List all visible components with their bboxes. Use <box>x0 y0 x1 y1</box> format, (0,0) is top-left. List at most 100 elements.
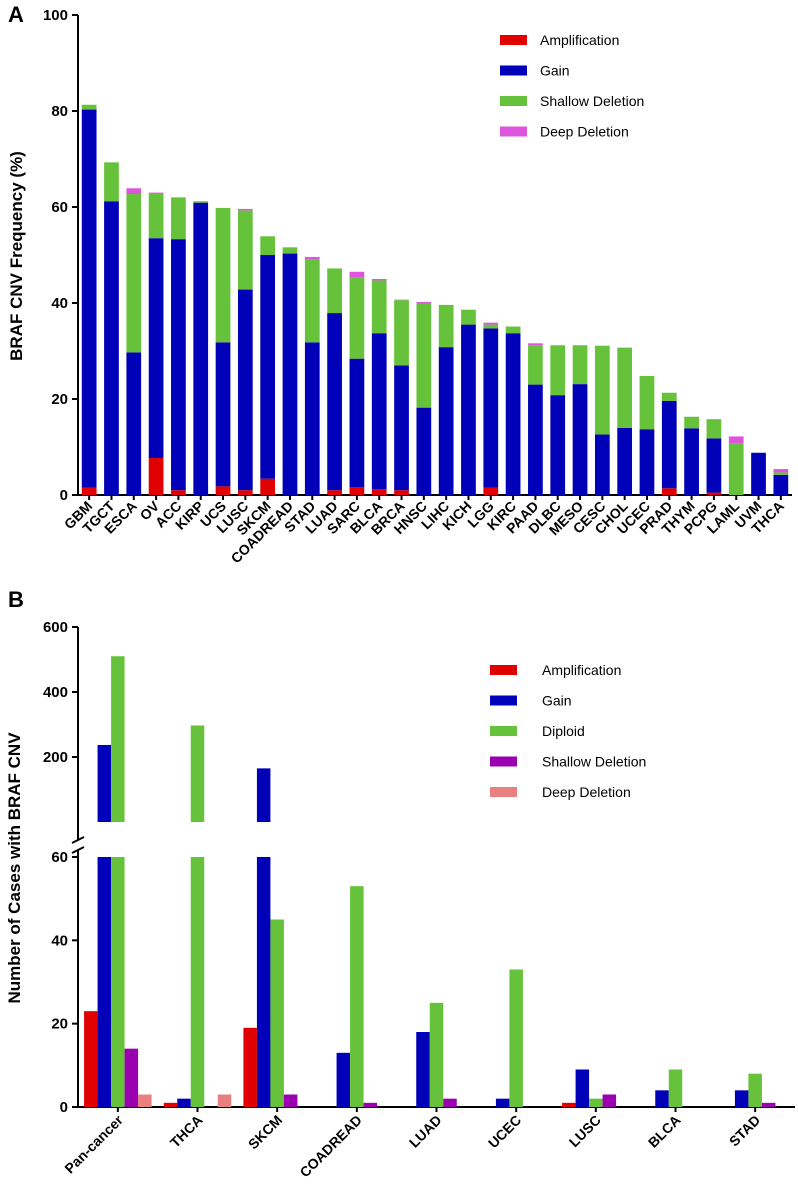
bar-pcpg-amplification <box>706 492 722 495</box>
legend-label-diploid: Diploid <box>542 723 585 739</box>
bar-skcm-gain <box>260 255 276 479</box>
bar-skcm-amplification <box>243 1027 257 1107</box>
category-label-lusc: LUSC <box>566 1112 604 1150</box>
category-label-thca: THCA <box>167 1112 206 1151</box>
bar-pan-cancer-amplification <box>84 1011 98 1107</box>
bar-kirp-shallow-deletion <box>193 201 209 203</box>
bar-tgct-gain <box>104 201 119 496</box>
bar-chol-gain <box>617 427 633 495</box>
panel-a-letter: A <box>8 2 24 27</box>
bar-skcm-shallow-deletion <box>260 236 276 255</box>
bar-esca-gain <box>126 352 142 495</box>
legend-swatch-gain <box>490 695 517 706</box>
bar-hnsc-deep-deletion <box>416 302 432 304</box>
bar-esca-deep-deletion <box>126 188 142 195</box>
bar-meso-gain <box>572 384 588 495</box>
bar-lihc-gain <box>438 347 454 495</box>
bar-stad-gain <box>734 1090 749 1107</box>
bar-ov-amplification <box>148 458 164 495</box>
panel-b-y-tick-label: 60 <box>51 849 68 866</box>
bar-coadread-shallow-deletion <box>282 247 298 254</box>
bar-stad-diploid <box>748 1073 762 1107</box>
bar-lusc-amplification <box>237 490 253 495</box>
bar-skcm-gain-lower <box>256 857 271 1107</box>
bar-thym-shallow-deletion <box>684 416 699 429</box>
bar-lgg-amplification <box>483 487 499 495</box>
bar-pcpg-shallow-deletion <box>706 419 722 439</box>
bar-acc-amplification <box>171 490 186 495</box>
bar-skcm-amplification <box>260 478 276 495</box>
bar-skcm-gain-upper <box>256 768 271 822</box>
bar-lusc-gain <box>237 289 253 491</box>
panel-b-y-tick-label: 40 <box>51 932 68 949</box>
bar-stad-gain <box>304 342 320 495</box>
legend-swatch-shallow-deletion <box>490 756 517 767</box>
bar-lusc-amplification <box>562 1102 576 1107</box>
legend-swatch-diploid <box>490 726 517 736</box>
legend-label-amplification: Amplification <box>540 32 619 48</box>
bar-luad-gain <box>416 1032 430 1107</box>
bar-ov-shallow-deletion <box>148 193 164 239</box>
panel-b-y-tick-label: 400 <box>43 684 68 701</box>
category-label-pan-cancer: Pan-cancer <box>61 1111 126 1176</box>
legend-swatch-amplification <box>500 35 527 45</box>
legend-swatch-amplification <box>490 665 517 675</box>
bar-kich-gain <box>461 324 476 495</box>
bar-chol-shallow-deletion <box>617 347 633 428</box>
bar-thca-diploid-lower <box>190 857 205 1107</box>
bar-dlbc-shallow-deletion <box>550 345 566 396</box>
bar-dlbc-gain <box>550 395 566 495</box>
category-label-stad: STAD <box>726 1112 764 1150</box>
bar-lusc-gain <box>575 1069 590 1107</box>
bar-lusc-diploid <box>589 1098 603 1107</box>
panel-a-plot: 020406080100GBMTGCTESCAOVACCKIRPUCSLUSCS… <box>43 7 792 566</box>
legend-label-shallow-deletion: Shallow Deletion <box>542 754 646 770</box>
bar-thca-deep-deletion <box>773 469 789 473</box>
panel-a-y-tick-label: 100 <box>43 7 68 24</box>
bar-ucec-gain <box>495 1098 510 1107</box>
bar-lusc-shallow-deletion <box>602 1094 617 1107</box>
bar-thca-diploid-upper <box>190 725 205 822</box>
legend-swatch-gain <box>500 65 527 76</box>
bar-lgg-shallow-deletion <box>483 324 499 329</box>
bar-stad-shallow-deletion <box>304 259 320 343</box>
bar-acc-shallow-deletion <box>171 197 186 240</box>
bar-prad-shallow-deletion <box>661 392 677 401</box>
bar-acc-gain <box>171 239 186 491</box>
legend-label-shallow-deletion: Shallow Deletion <box>540 93 644 109</box>
bar-prad-amplification <box>661 488 677 495</box>
bar-pan-cancer-diploid-upper <box>111 656 125 822</box>
bar-gbm-amplification <box>81 487 97 495</box>
bar-meso-shallow-deletion <box>572 345 588 385</box>
bar-hnsc-shallow-deletion <box>416 303 432 408</box>
bar-cesc-gain <box>594 434 610 495</box>
bar-hnsc-gain <box>416 407 432 495</box>
bar-ucs-gain <box>215 342 231 487</box>
bar-luad-shallow-deletion <box>443 1098 457 1107</box>
bar-ucs-amplification <box>215 486 231 495</box>
bar-blca-amplification <box>371 489 387 495</box>
bar-coadread-gain <box>336 1052 351 1107</box>
bar-brca-amplification <box>394 490 409 495</box>
bar-ov-deep-deletion <box>148 192 164 194</box>
panel-b-plot: 0 20 40 60 200 400 600 Pan-cancer THCA SKCM COADRE… <box>43 619 795 1180</box>
bar-pan-cancer-shallow-deletion <box>124 1048 139 1107</box>
bar-thym-gain <box>684 428 699 495</box>
legend-swatch-deep-deletion <box>490 787 517 797</box>
bar-blca-shallow-deletion <box>371 280 387 334</box>
bar-ucec-gain <box>639 429 655 495</box>
bar-skcm-diploid <box>270 919 284 1107</box>
bar-pan-cancer-deep-deletion <box>138 1094 152 1107</box>
bar-lgg-deep-deletion <box>483 322 499 325</box>
panel-a-y-tick-label: 60 <box>51 199 68 216</box>
bar-cesc-shallow-deletion <box>594 345 610 435</box>
bar-pan-cancer-gain-upper <box>97 744 112 822</box>
bar-paad-gain <box>528 384 543 495</box>
bar-ov-gain <box>148 238 164 459</box>
bar-blca-gain <box>655 1090 669 1107</box>
bar-blca-diploid <box>668 1069 683 1107</box>
bar-gbm-gain <box>81 109 97 488</box>
bar-lusc-deep-deletion <box>237 208 253 211</box>
panel-a-y-tick-label: 20 <box>51 391 68 408</box>
bar-brca-gain <box>394 365 409 491</box>
